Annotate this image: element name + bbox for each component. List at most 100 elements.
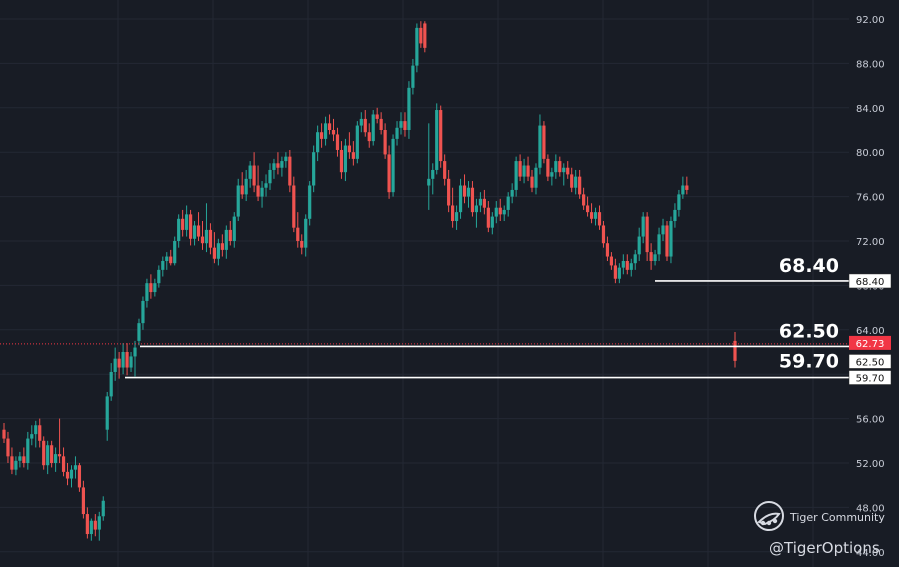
- candle: [216, 238, 220, 266]
- candle-body: [359, 118, 363, 126]
- candle: [494, 201, 498, 224]
- candle-body: [339, 149, 344, 173]
- candle-body: [566, 167, 570, 175]
- candle-body: [137, 323, 141, 341]
- candle: [105, 391, 109, 441]
- candle-body: [149, 283, 153, 293]
- tiger-community-logo-icon: [754, 501, 784, 531]
- price-axis-tags: 68.40 62.50 59.70 62.73: [848, 273, 892, 385]
- candle: [478, 192, 482, 213]
- candlestick-series: [2, 21, 737, 541]
- candle-body: [419, 27, 423, 44]
- candle: [264, 174, 268, 197]
- candle: [427, 123, 431, 210]
- candle: [625, 254, 629, 275]
- candle-body: [677, 194, 681, 210]
- candle-body: [582, 194, 586, 206]
- y-tick-label: 64.00: [856, 326, 885, 337]
- candle: [236, 178, 240, 222]
- candle: [454, 205, 459, 230]
- candle: [383, 123, 387, 159]
- candle: [522, 158, 526, 184]
- candle-body: [633, 254, 637, 264]
- candle: [304, 214, 308, 257]
- candle-body: [42, 440, 46, 466]
- candle: [474, 198, 479, 228]
- candle-body: [466, 187, 471, 197]
- candle: [371, 110, 375, 146]
- candle: [546, 154, 550, 182]
- candle: [733, 332, 737, 368]
- candle: [323, 116, 328, 146]
- candle: [673, 203, 677, 228]
- candle: [133, 340, 137, 377]
- candle-body: [343, 145, 348, 173]
- candle-body: [669, 221, 673, 257]
- candle-body: [54, 454, 58, 463]
- candle-body: [375, 114, 379, 119]
- candle: [574, 169, 578, 195]
- candle: [435, 103, 439, 175]
- candle-body: [482, 198, 486, 208]
- candle-body: [399, 121, 403, 128]
- candle: [482, 189, 486, 215]
- candle: [510, 183, 514, 204]
- candle: [526, 156, 530, 182]
- candle: [355, 121, 359, 164]
- candle-body: [470, 187, 475, 213]
- candle-body: [280, 161, 284, 168]
- candle: [562, 163, 566, 186]
- candle-body: [355, 125, 359, 159]
- candle-body: [216, 243, 220, 259]
- candle-body: [188, 214, 193, 239]
- candle: [419, 21, 423, 48]
- candle: [558, 156, 562, 177]
- candle: [458, 178, 463, 219]
- candle-body: [522, 165, 526, 177]
- candle-body: [451, 205, 455, 222]
- candle: [387, 145, 391, 199]
- candle: [335, 127, 340, 157]
- y-tick-label: 44.00: [856, 548, 885, 559]
- candle: [351, 141, 355, 166]
- candle-body: [300, 241, 304, 248]
- candle-body: [458, 185, 463, 213]
- candle-body: [502, 209, 506, 215]
- candle-body: [597, 212, 602, 226]
- candle: [157, 265, 161, 288]
- candle-body: [208, 229, 213, 248]
- candle: [363, 110, 367, 137]
- candle-body: [657, 234, 661, 255]
- candle-body: [252, 165, 256, 186]
- candle-body: [65, 471, 70, 479]
- candle-body: [173, 241, 177, 264]
- candle: [181, 209, 185, 237]
- candle-body: [542, 125, 546, 159]
- candle: [308, 181, 312, 226]
- candle: [42, 436, 46, 470]
- candle-body: [141, 300, 145, 324]
- candle: [256, 165, 260, 202]
- candle-body: [335, 134, 340, 150]
- candle: [502, 205, 506, 222]
- candle-body: [474, 205, 479, 213]
- candle-body: [312, 152, 316, 186]
- candle-body: [562, 167, 566, 173]
- candle: [498, 198, 502, 222]
- candle: [10, 447, 14, 475]
- candle-body: [145, 283, 149, 301]
- candle-body: [244, 178, 248, 195]
- candle: [506, 192, 510, 217]
- candle: [597, 205, 602, 230]
- candle: [530, 169, 534, 193]
- candle-body: [248, 165, 252, 179]
- candle: [296, 212, 300, 248]
- candle: [81, 480, 85, 519]
- candle: [121, 343, 125, 375]
- candle-body: [554, 161, 558, 173]
- candle-body: [617, 267, 621, 279]
- candle: [117, 352, 121, 379]
- candle: [470, 181, 475, 217]
